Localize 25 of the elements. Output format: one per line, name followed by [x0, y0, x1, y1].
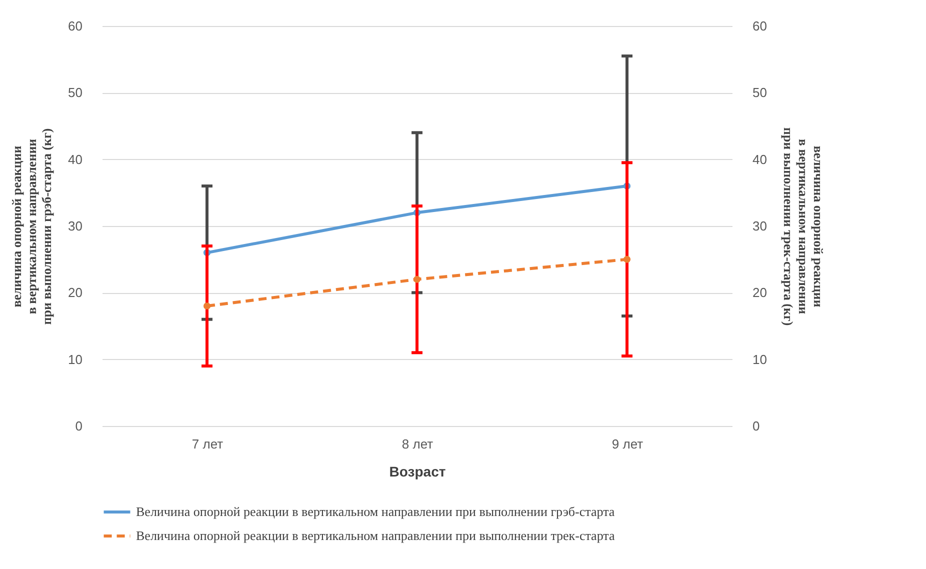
point [413, 276, 421, 283]
x-tick-label: 7 лет [192, 436, 224, 452]
y2-tick-label: 50 [752, 85, 767, 100]
y-tick-label: 0 [75, 418, 82, 434]
y-tick-label: 60 [68, 18, 82, 34]
y-tick-label: 30 [68, 218, 82, 234]
point [203, 302, 211, 310]
y2-tick-label: 30 [752, 218, 767, 234]
y-tick-label: 50 [68, 85, 82, 100]
x-tick-label: 8 лет [402, 436, 434, 452]
y2-tick-label: 60 [752, 18, 767, 34]
y2-tick-label: 40 [752, 152, 767, 167]
legend-label: Величина опорной реакции в вертикальном направлении при выполнении трек-старта [136, 528, 615, 543]
legend-label: Величина опорной реакции в вертикальном направлении при выполнении грэб-старта [136, 504, 615, 519]
y2-tick-label: 20 [752, 285, 767, 300]
y2-tick-label: 0 [752, 418, 760, 434]
y-tick-label: 10 [68, 352, 82, 367]
y-tick-label: 40 [68, 152, 82, 167]
y-axis-title: величина опорной реакции в вертикальном направлении при выполнении грэб-старта (кг) [9, 128, 54, 325]
y2-axis-title: величина опорной реакции в вертикальном направлении при выполнении трек-старта (кг) [780, 127, 826, 326]
y-tick-label: 20 [68, 285, 82, 300]
x-tick-label: 9 лет [612, 436, 644, 452]
x-axis-title: Возраст [389, 464, 446, 480]
y2-tick-label: 10 [752, 352, 767, 367]
point [623, 256, 631, 263]
